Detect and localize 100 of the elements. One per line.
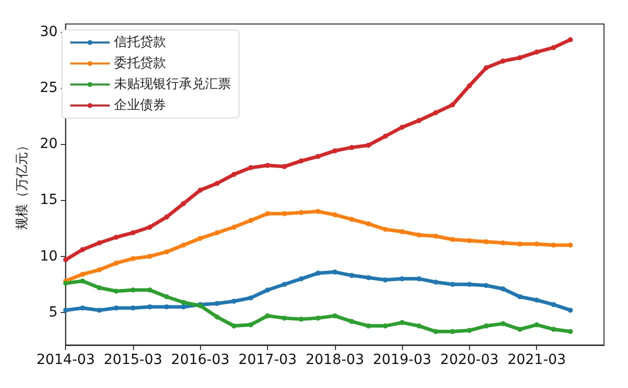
- y-tick-label: 30: [40, 24, 58, 40]
- point: [147, 288, 152, 292]
- point: [349, 216, 354, 222]
- point: [164, 249, 170, 254]
- point: [534, 298, 540, 303]
- point: [433, 234, 438, 239]
- point: [96, 240, 102, 246]
- point: [231, 298, 236, 304]
- point: [568, 242, 573, 248]
- point: [400, 320, 405, 326]
- point: [517, 294, 522, 300]
- point: [164, 214, 170, 220]
- point: [517, 55, 522, 60]
- point: [332, 313, 338, 318]
- point: [316, 154, 321, 159]
- point: [433, 110, 438, 116]
- point: [80, 247, 86, 252]
- point: [400, 229, 405, 234]
- point: [366, 275, 371, 280]
- point: [349, 272, 354, 278]
- point: [248, 165, 254, 170]
- point: [382, 323, 388, 328]
- point: [96, 308, 102, 313]
- point: [96, 285, 102, 290]
- point: [231, 224, 236, 230]
- y-tick-label: 25: [40, 80, 58, 96]
- point: [298, 158, 304, 164]
- y-tick-label: 15: [40, 192, 58, 208]
- point: [282, 282, 287, 287]
- point: [63, 308, 68, 313]
- point: [466, 328, 472, 333]
- point: [282, 316, 287, 321]
- point: [114, 305, 119, 310]
- legend-label: 委托贷款: [114, 56, 166, 71]
- point: [180, 242, 186, 248]
- point: [298, 276, 304, 282]
- point: [551, 326, 556, 332]
- point: [332, 212, 338, 218]
- point: [568, 37, 573, 42]
- point: [147, 254, 152, 259]
- point: [349, 144, 354, 150]
- point: [484, 65, 489, 70]
- point: [551, 45, 556, 50]
- point: [248, 218, 254, 223]
- point: [130, 256, 136, 262]
- point: [231, 172, 236, 177]
- point: [214, 180, 220, 186]
- point: [349, 318, 354, 324]
- x-tick-label: 2020-03: [440, 352, 499, 368]
- point: [198, 236, 203, 241]
- point: [114, 288, 119, 294]
- point: [180, 300, 186, 305]
- point: [551, 302, 556, 308]
- point: [450, 102, 456, 108]
- x-tick-label: 2019-03: [372, 352, 432, 368]
- point: [265, 288, 270, 292]
- point: [484, 283, 489, 288]
- point: [332, 148, 338, 154]
- x-tick-label: 2018-03: [306, 352, 364, 368]
- point: [332, 270, 338, 275]
- point: [164, 304, 170, 310]
- point: [248, 295, 254, 300]
- point: [80, 278, 86, 284]
- x-tick-label: 2015-03: [104, 352, 162, 368]
- point: [366, 323, 371, 328]
- point: [500, 321, 506, 326]
- point: [298, 316, 304, 322]
- x-tick-label: 2021-03: [507, 352, 566, 368]
- y-tick-label: 5: [48, 304, 58, 320]
- point: [298, 210, 304, 216]
- point: [466, 83, 472, 88]
- point: [400, 124, 405, 130]
- point: [366, 142, 371, 148]
- point: [231, 323, 236, 328]
- legend-label: 信托贷款: [114, 35, 166, 50]
- point: [214, 314, 220, 320]
- point: [265, 313, 270, 318]
- point: [366, 221, 371, 226]
- point: [316, 208, 321, 214]
- point: [568, 329, 573, 334]
- point: [416, 323, 422, 328]
- point: [500, 286, 506, 292]
- point: [416, 232, 422, 238]
- point: [382, 134, 388, 139]
- point: [484, 323, 489, 328]
- point: [214, 230, 220, 236]
- point: [130, 288, 136, 292]
- point: [534, 50, 540, 55]
- point: [114, 234, 119, 240]
- y-axis-title: 规模（万亿元）: [15, 139, 30, 230]
- point: [568, 308, 573, 313]
- point: [96, 267, 102, 272]
- x-tick-label: 2014-03: [36, 352, 95, 368]
- point: [164, 294, 170, 300]
- point: [248, 322, 254, 328]
- point: [80, 272, 86, 277]
- point: [500, 240, 506, 246]
- point: [484, 239, 489, 244]
- point: [416, 118, 422, 124]
- legend-label: 企业债券: [114, 98, 166, 113]
